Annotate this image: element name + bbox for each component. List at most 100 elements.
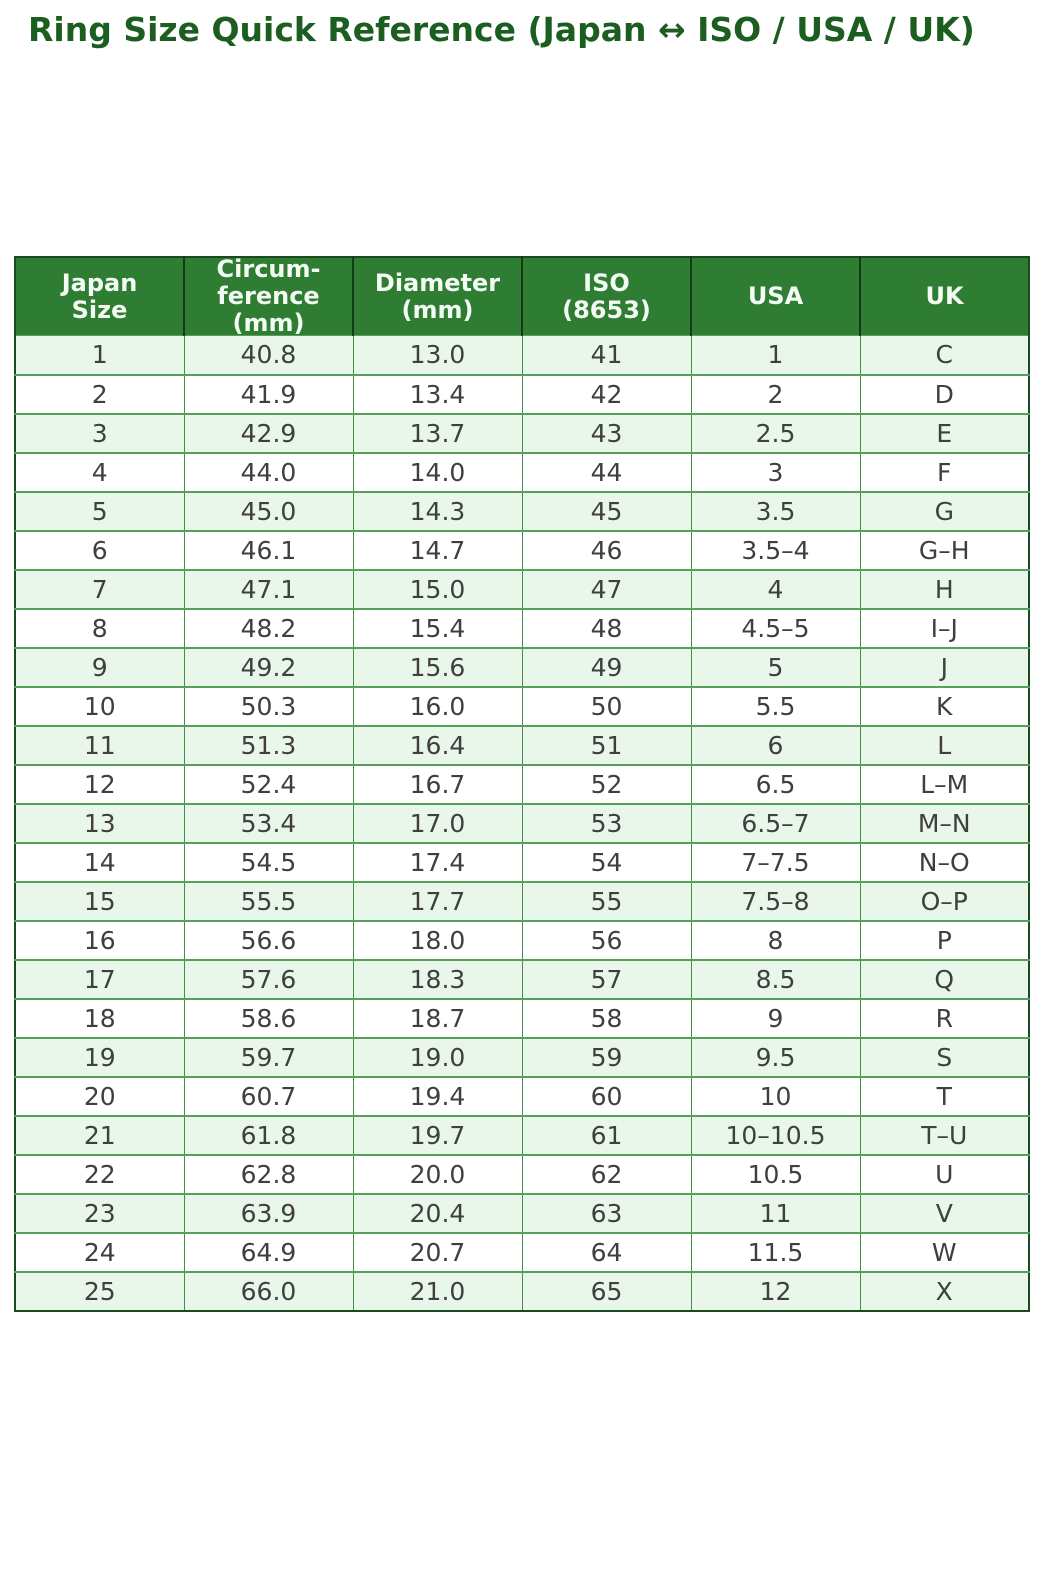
table-cell: 20.7 [352, 1231, 522, 1272]
table-cell: 6.5–7 [690, 802, 860, 843]
table-cell: 7 [15, 568, 184, 609]
ring-size-table: Japan Size Circum- ference (mm) Diameter… [14, 256, 1030, 1312]
table-cell: 17 [15, 958, 184, 999]
table-cell: X [859, 1270, 1029, 1311]
table-cell: V [859, 1192, 1029, 1233]
table-cell: O–P [859, 880, 1029, 921]
table-row: 2 41.9 13.4 42 2 D [15, 373, 1029, 414]
table-cell: 59.7 [183, 1036, 353, 1077]
table-cell: K [859, 685, 1029, 726]
column-header-diameter: Diameter (mm) [352, 257, 522, 336]
table-cell: 44 [521, 451, 691, 492]
table-cell: U [859, 1153, 1029, 1194]
table-cell: R [859, 997, 1029, 1038]
table-cell: 60.7 [183, 1075, 353, 1116]
column-header-label: Japan Size [61, 268, 138, 324]
table-cell: 19.7 [352, 1114, 522, 1155]
table-cell: 3 [690, 451, 860, 492]
table-cell: 14.3 [352, 490, 522, 531]
table-cell: 55.5 [183, 880, 353, 921]
table-cell: 17.4 [352, 841, 522, 882]
table-cell: 8 [15, 607, 184, 648]
table-cell: 19 [15, 1036, 184, 1077]
table-cell: 46 [521, 529, 691, 570]
table-cell: 10.5 [690, 1153, 860, 1194]
table-cell: 12 [15, 763, 184, 804]
table-row: 12 52.4 16.7 52 6.5 L–M [15, 763, 1029, 804]
table-row: 19 59.7 19.0 59 9.5 S [15, 1036, 1029, 1077]
table-cell: 21 [15, 1114, 184, 1155]
table-cell: 23 [15, 1192, 184, 1233]
table-body: 1 40.8 13.0 41 1 C 2 41.9 13.4 42 2 D 3 42.9 13.7 43 2.5… [15, 335, 1029, 1311]
column-header-usa: USA [690, 257, 860, 336]
table-cell: 13.4 [352, 373, 522, 414]
table-cell: 16.7 [352, 763, 522, 804]
table-cell: 4 [690, 568, 860, 609]
table-cell: 18.7 [352, 997, 522, 1038]
table-cell: 43 [521, 412, 691, 453]
table-cell: 53 [521, 802, 691, 843]
page-title: Ring Size Quick Reference (Japan ↔ ISO /… [28, 10, 975, 49]
table-row: 16 56.6 18.0 56 8 P [15, 919, 1029, 960]
table-cell: 13.7 [352, 412, 522, 453]
table-cell: 18.0 [352, 919, 522, 960]
table-cell: 49 [521, 646, 691, 687]
table-cell: 58.6 [183, 997, 353, 1038]
table-cell: 45 [521, 490, 691, 531]
table-row: 5 45.0 14.3 45 3.5 G [15, 490, 1029, 531]
table-cell: 46.1 [183, 529, 353, 570]
table-cell: 19.4 [352, 1075, 522, 1116]
table-cell: 10 [690, 1075, 860, 1116]
table-cell: 3.5 [690, 490, 860, 531]
column-header-label: ISO (8653) [562, 268, 651, 324]
table-cell: 8.5 [690, 958, 860, 999]
table-cell: C [859, 335, 1029, 375]
table-cell: M–N [859, 802, 1029, 843]
table-row: 13 53.4 17.0 53 6.5–7 M–N [15, 802, 1029, 843]
table-row: 23 63.9 20.4 63 11 V [15, 1192, 1029, 1233]
table-cell: H [859, 568, 1029, 609]
table-cell: 54.5 [183, 841, 353, 882]
table-cell: 47 [521, 568, 691, 609]
table-cell: 41 [521, 335, 691, 375]
table-cell: 41.9 [183, 373, 353, 414]
table-cell: 9 [15, 646, 184, 687]
table-cell: 18 [15, 997, 184, 1038]
table-cell: 18.3 [352, 958, 522, 999]
table-cell: 6 [15, 529, 184, 570]
table-row: 11 51.3 16.4 51 6 L [15, 724, 1029, 765]
table-cell: 21.0 [352, 1270, 522, 1311]
table-row: 6 46.1 14.7 46 3.5–4 G–H [15, 529, 1029, 570]
table-cell: 12 [690, 1270, 860, 1311]
table-cell: 10–10.5 [690, 1114, 860, 1155]
table-cell: T [859, 1075, 1029, 1116]
table-row: 24 64.9 20.7 64 11.5 W [15, 1231, 1029, 1272]
table-cell: 4 [15, 451, 184, 492]
table-row: 20 60.7 19.4 60 10 T [15, 1075, 1029, 1116]
table-cell: 42.9 [183, 412, 353, 453]
column-header-uk: UK [859, 257, 1029, 336]
table-cell: Q [859, 958, 1029, 999]
table-cell: 40.8 [183, 335, 353, 375]
table-cell: J [859, 646, 1029, 687]
table-cell: 19.0 [352, 1036, 522, 1077]
table-cell: 60 [521, 1075, 691, 1116]
table-row: 21 61.8 19.7 61 10–10.5 T–U [15, 1114, 1029, 1155]
table-row: 17 57.6 18.3 57 8.5 Q [15, 958, 1029, 999]
table-cell: 5.5 [690, 685, 860, 726]
table-cell: 61 [521, 1114, 691, 1155]
table-cell: 3.5–4 [690, 529, 860, 570]
table-cell: I–J [859, 607, 1029, 648]
table-cell: L–M [859, 763, 1029, 804]
table-cell: 10 [15, 685, 184, 726]
table-row: 22 62.8 20.0 62 10.5 U [15, 1153, 1029, 1194]
table-cell: 20.0 [352, 1153, 522, 1194]
table-cell: 64 [521, 1231, 691, 1272]
table-cell: L [859, 724, 1029, 765]
table-cell: 64.9 [183, 1231, 353, 1272]
table-cell: 13.0 [352, 335, 522, 375]
table-row: 7 47.1 15.0 47 4 H [15, 568, 1029, 609]
table-cell: 6 [690, 724, 860, 765]
table-cell: E [859, 412, 1029, 453]
table-cell: 5 [15, 490, 184, 531]
